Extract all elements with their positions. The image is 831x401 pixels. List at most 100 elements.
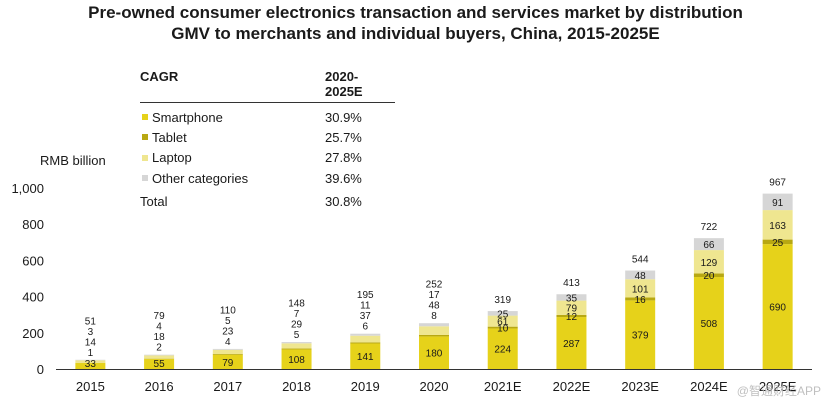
value-label-other: 48	[635, 271, 647, 282]
value-label-other: 5	[225, 316, 231, 327]
bar-segment-other-categories	[693, 238, 724, 251]
total-label: 544	[632, 255, 649, 266]
legend-total-row: Total 30.8%	[140, 191, 395, 211]
total-label: 195	[357, 290, 374, 301]
bar-segment-tablet	[487, 326, 518, 329]
value-label-laptop: 79	[566, 304, 578, 315]
legend-cagr-other: 39.6%	[325, 170, 362, 186]
bar-segment-other-categories	[281, 342, 312, 344]
legend-label-laptop: Laptop	[152, 150, 192, 166]
bar-segment-tablet	[693, 273, 724, 278]
x-tick-label: 2022E	[553, 379, 591, 394]
value-label-other: 91	[772, 198, 784, 209]
bar-segment-other-categories	[556, 294, 587, 301]
legend-label-other: Other categories	[152, 170, 249, 186]
y-tick-label: 400	[22, 290, 44, 305]
value-label-laptop: 61	[497, 317, 509, 328]
value-label-other: 4	[156, 322, 162, 333]
y-axis-unit-label: RMB billion	[40, 153, 106, 168]
bar-segment-tablet	[212, 353, 243, 355]
bar-segment-laptop	[419, 326, 449, 335]
value-label-smartphone: 79	[222, 358, 234, 369]
value-label-smartphone: 508	[701, 319, 718, 330]
bar-segment-smartphone	[625, 300, 656, 369]
bar-segment-smartphone	[487, 328, 518, 369]
bar-segment-tablet	[556, 314, 587, 318]
value-label-laptop: 37	[360, 311, 372, 322]
bar-segment-laptop	[762, 210, 793, 240]
x-tick-label: 2015	[76, 379, 105, 394]
y-tick-label: 200	[22, 326, 44, 341]
value-label-tablet: 20	[703, 271, 715, 282]
bar-segment-smartphone	[556, 317, 587, 369]
value-label-tablet: 8	[431, 311, 437, 322]
value-label-laptop: 23	[222, 326, 234, 337]
value-label-laptop: 163	[769, 221, 786, 232]
legend-header-cagr: CAGR	[140, 69, 179, 84]
legend-swatch-smartphone	[142, 114, 148, 121]
bar-segment-other-categories	[762, 193, 793, 211]
value-label-tablet: 10	[497, 324, 509, 335]
total-label: 413	[563, 278, 580, 289]
x-tick-label: 2021E	[484, 379, 522, 394]
y-tick-label: 0	[37, 362, 44, 377]
value-label-other: 11	[360, 301, 371, 312]
value-label-laptop: 29	[291, 320, 303, 331]
bar-segment-other-categories	[212, 348, 243, 350]
chart-title: Pre-owned consumer electronics transacti…	[0, 2, 831, 44]
value-label-other: 17	[428, 290, 440, 301]
value-label-tablet: 12	[566, 312, 578, 323]
value-label-other: 66	[703, 240, 715, 251]
legend-swatch-tablet	[142, 134, 148, 141]
legend-item-smartphone: Smartphone 30.9%	[140, 107, 395, 127]
bar-segment-tablet	[281, 348, 312, 350]
value-label-smartphone: 141	[357, 352, 374, 363]
chart-title-line2: GMV to merchants and individual buyers, …	[171, 24, 660, 43]
value-label-laptop: 48	[428, 301, 440, 312]
bar-segment-smartphone	[212, 354, 243, 369]
bar-segment-other-categories	[487, 311, 518, 316]
bar-segment-other-categories	[419, 323, 449, 327]
value-label-smartphone: 55	[154, 359, 166, 370]
bar-segment-smartphone	[75, 363, 106, 369]
bar-segment-smartphone	[693, 277, 724, 369]
value-label-other: 3	[88, 327, 94, 338]
bar-segment-laptop	[350, 335, 381, 343]
legend-cagr-tablet: 25.7%	[325, 129, 362, 145]
bar-segment-laptop	[212, 349, 243, 354]
legend-cagr-smartphone: 30.9%	[325, 109, 362, 125]
value-label-tablet: 2	[156, 343, 162, 354]
legend-table: CAGR 2020-2025E Smartphone 30.9% Tablet …	[140, 69, 395, 211]
legend-header-period: 2020-2025E	[325, 69, 363, 99]
value-label-other: 7	[294, 309, 300, 320]
total-label: 110	[220, 305, 236, 316]
legend-swatch-laptop	[142, 154, 148, 161]
chart-title-line1: Pre-owned consumer electronics transacti…	[88, 3, 743, 22]
bar-segment-smartphone	[419, 336, 449, 369]
y-tick-label: 800	[22, 217, 44, 232]
total-label: 79	[154, 311, 166, 322]
x-tick-label: 2018	[282, 379, 311, 394]
bar-segment-laptop	[556, 300, 587, 315]
watermark: @智通财经APP	[736, 384, 821, 398]
legend-total-cagr: 30.8%	[325, 193, 362, 209]
bar-segment-tablet	[350, 342, 381, 344]
x-tick-label: 2023E	[621, 379, 659, 394]
legend-item-other: Other categories 39.6%	[140, 168, 395, 188]
bar-segment-other-categories	[75, 359, 106, 361]
total-label: 252	[426, 280, 443, 291]
total-label: 319	[494, 295, 511, 306]
value-label-laptop: 129	[701, 258, 718, 269]
value-label-tablet: 5	[294, 330, 300, 341]
bar-segment-other-categories	[625, 270, 656, 280]
legend-cagr-laptop: 27.8%	[325, 150, 362, 166]
value-label-laptop: 101	[632, 284, 649, 295]
value-label-tablet: 4	[225, 337, 231, 348]
legend-item-tablet: Tablet 25.7%	[140, 127, 395, 147]
x-tick-label: 2020	[420, 379, 449, 394]
bar-segment-laptop	[281, 343, 312, 349]
value-label-smartphone: 180	[426, 349, 443, 360]
bar-segment-tablet	[419, 334, 449, 337]
x-tick-label: 2016	[145, 379, 174, 394]
